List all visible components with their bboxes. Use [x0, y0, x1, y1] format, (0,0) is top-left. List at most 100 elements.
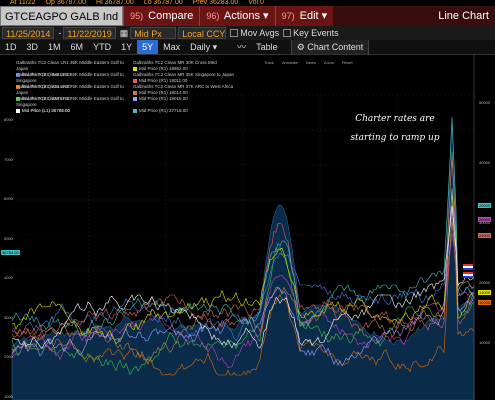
legend-value-row: Mid Price (R1) 18014.00	[133, 90, 245, 96]
currency-select[interactable]: Local CCY	[178, 27, 227, 39]
actions-menu[interactable]: 96) Actions ▾	[199, 6, 275, 26]
chart-tool-strip: Track Annotate News Zoom Reset	[264, 60, 353, 65]
zoom-tool[interactable]: Zoom	[323, 60, 335, 65]
right-axis-tick: 40000	[479, 160, 491, 165]
table-button[interactable]: Table	[256, 41, 278, 52]
legend-series-value: Mid Price (R1) 34615.00	[22, 72, 71, 77]
legend-series-value: Mid Price (R1) 18014.00	[139, 90, 188, 95]
mov-avgs-label: Mov Avgs	[240, 28, 280, 38]
quote-low: Lo 36787.00	[143, 0, 183, 6]
legend-series-value: Mid Price (R1) 25797.00	[22, 96, 71, 101]
legend-value-row: Mid Price (R1) 18015.00	[133, 96, 245, 102]
legend-entry[interactable]: Galbraiths TC2 Clean LR1 35K Middle East…	[16, 60, 128, 77]
legend-entry[interactable]: Galbraiths TC2 Clean LR2 75K Middle East…	[16, 96, 128, 113]
frequency-select[interactable]: Daily ▾	[190, 41, 218, 52]
date-bar: 11/25/2014 - 11/22/2019 ▦ Mid Px Local C…	[0, 26, 495, 40]
ticker-input[interactable]: GTCEAGPO GALB Ind	[0, 6, 124, 26]
legend-entry[interactable]: Mid Price (R1) 27716.00	[133, 108, 245, 120]
price-chart[interactable]	[0, 55, 495, 400]
legend-value-row: Mid Price (R1) 18011.00	[133, 78, 245, 84]
quote-high: Hi 36787.00	[96, 0, 134, 6]
legend-series-value: Mid Price (R1) 18011.00	[139, 78, 188, 83]
left-axis-tick: 7000	[4, 156, 13, 162]
right-value-tag: 29000	[478, 203, 492, 208]
price-field-select[interactable]: Mid Px	[130, 27, 177, 39]
start-date-field[interactable]: 11/25/2014	[2, 27, 55, 39]
reset-tool[interactable]: Reset	[342, 60, 353, 65]
command-bar: GTCEAGPO GALB Ind 95) Compare 96) Action…	[0, 6, 495, 26]
right-axis-tick: 30000	[479, 220, 491, 225]
legend-swatch	[16, 73, 20, 77]
legend-entry[interactable]: Galbraiths TC2 Clean LR2 75K Middle East…	[16, 84, 128, 101]
edit-menu[interactable]: 97) Edit ▾	[274, 6, 334, 26]
legend-series-value: Mid Price (L1) 26786.00	[22, 108, 71, 113]
legend-series-value: Mid Price (R1) 27716.00	[139, 108, 188, 113]
checkbox-icon	[283, 29, 292, 37]
right-axis-tick: 20000	[479, 280, 491, 285]
checkbox-icon	[230, 29, 239, 37]
annotate-tool[interactable]: Annotate	[281, 60, 298, 65]
range-bar: 1D 3D 1M 6M YTD 1Y 5Y Max Daily ▾ 〰 Tabl…	[0, 40, 495, 55]
line-series	[11, 156, 475, 338]
range-max[interactable]: Max	[163, 41, 181, 52]
right-value-tag: 10000	[478, 300, 492, 305]
chart-grid	[12, 94, 474, 400]
line-series	[11, 118, 475, 337]
annotation-line-1: Charter rates are	[355, 114, 435, 124]
edit-label: Edit	[299, 10, 319, 22]
legend-entry[interactable]: Mid Price (L1) 36784.00	[16, 108, 128, 120]
line-series	[11, 152, 475, 376]
chart-annotation: Charter rates are starting to ramp up	[340, 110, 450, 148]
range-3d[interactable]: 3D	[26, 41, 39, 52]
chart-content-label: Chart Content	[307, 41, 364, 52]
range-ytd[interactable]: YTD	[93, 41, 112, 52]
frequency-label: Daily	[190, 41, 211, 52]
legend-swatch	[16, 97, 20, 101]
legend-entry[interactable]: Galbraiths TC2 Clean MR 35K Singapore to…	[133, 72, 245, 84]
line-series	[11, 216, 475, 376]
news-tool[interactable]: News	[305, 60, 316, 65]
legend-value-row: Mid Price (R1) 18952.00	[133, 66, 245, 72]
key-events-label: Key Events	[293, 28, 339, 38]
legend-entry[interactable]: Galbraiths TC2 Clean LR1 55K Middle East…	[16, 72, 128, 89]
legend-value-row: Mid Price (R1) 22140.00	[16, 84, 128, 90]
range-1y[interactable]: 1Y	[121, 41, 133, 52]
range-1m[interactable]: 1M	[48, 41, 61, 52]
legend-entry[interactable]: Mid Price (R1) 18015.00	[133, 96, 245, 108]
left-axis-tick: 4000	[4, 275, 13, 280]
track-tool[interactable]: Track	[264, 60, 274, 65]
legend-entry[interactable]: Galbraiths TC2 Clean MR 30K Cross Med Mid…	[133, 60, 245, 72]
compare-button[interactable]: 95) Compare	[123, 6, 200, 26]
legend-entry[interactable]: Galbraiths TC2 Clean MR 37K ARC to West …	[133, 84, 245, 96]
legend-series-name: Galbraiths TC2 Clean MR 35K Singapore to…	[133, 72, 234, 77]
legend-series-value: Mid Price (L1) 36784.00	[22, 108, 71, 113]
legend-column-left: Galbraiths TC2 Clean LR1 35K Middle East…	[16, 60, 128, 120]
legend-series-name: Galbraiths TC2 Clean LR2 75K Middle East…	[16, 96, 124, 107]
left-axis-tick: 5000	[4, 235, 13, 241]
chart-view-icon[interactable]: 〰	[237, 41, 247, 52]
end-date-field[interactable]: 11/22/2019	[63, 27, 116, 39]
left-axis-tick: 8000	[4, 117, 13, 122]
flag-icon	[463, 264, 473, 270]
legend-column-right: Galbraiths TC2 Clean MR 30K Cross Med Mid…	[133, 60, 245, 120]
range-6m[interactable]: 6M	[70, 41, 84, 52]
legend-swatch	[16, 85, 20, 89]
chart-content-button[interactable]: ⚙ Chart Content	[290, 40, 370, 54]
range-1d[interactable]: 1D	[5, 41, 17, 52]
line-series	[11, 205, 475, 341]
legend-value-row: Mid Price (R1) 34615.00	[16, 72, 128, 78]
right-axis-tick: 10000	[479, 340, 491, 345]
compare-label: Compare	[148, 10, 194, 22]
legend-series-value: Mid Price (R1) 18015.00	[139, 96, 188, 101]
mov-avgs-toggle[interactable]: Mov Avgs	[230, 28, 279, 38]
flag-icon	[463, 272, 473, 278]
calendar-icon[interactable]: ▦	[119, 27, 129, 38]
range-5y[interactable]: 5Y	[137, 40, 159, 54]
line-series	[11, 193, 475, 345]
compare-shortcut: 95)	[130, 11, 144, 21]
legend-swatch	[133, 97, 137, 101]
legend-swatch	[133, 79, 137, 83]
chevron-down-icon: ▾	[263, 10, 269, 22]
legend-swatch	[133, 109, 137, 113]
key-events-toggle[interactable]: Key Events	[283, 28, 339, 38]
